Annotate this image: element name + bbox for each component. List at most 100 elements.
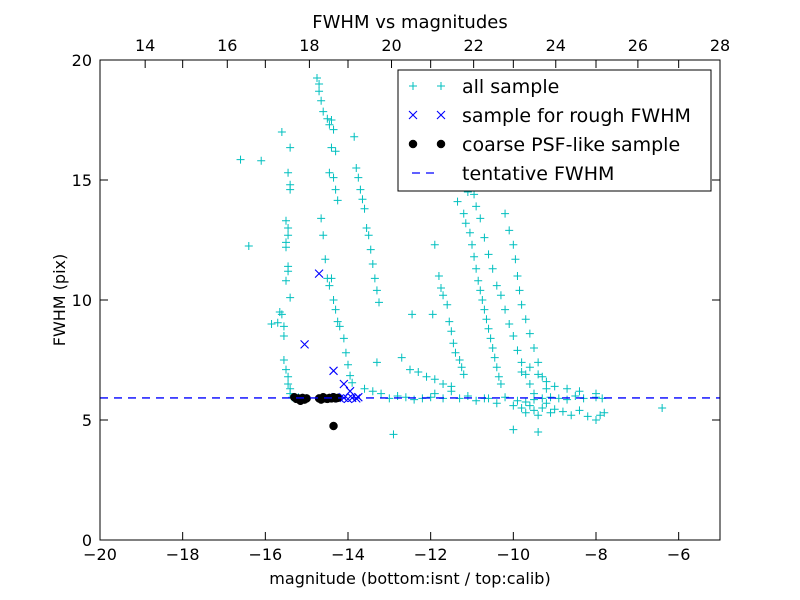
y-axis-label: FWHM (pix): [50, 254, 69, 347]
data-point: [300, 340, 309, 349]
data-point: [525, 401, 534, 410]
data-point: [439, 291, 448, 300]
data-point: [360, 204, 369, 213]
data-point: [468, 240, 476, 249]
top-x-tick-label: 22: [463, 36, 483, 55]
data-point: [447, 382, 456, 391]
data-point: [372, 358, 381, 367]
data-point: [513, 396, 522, 405]
data-point: [279, 332, 288, 340]
data-point: [331, 305, 340, 314]
data-point: [314, 269, 324, 278]
data-point: [600, 408, 609, 417]
data-point: [542, 399, 551, 408]
data-point: [476, 286, 485, 295]
data-point: [461, 219, 470, 228]
data-point: [327, 274, 336, 283]
data-point: [277, 128, 286, 136]
data-point: [348, 378, 357, 387]
x-tick-label: −14: [331, 545, 365, 564]
data-point: [494, 372, 503, 381]
data-point: [282, 243, 290, 252]
data-point: [370, 274, 379, 283]
data-point: [434, 272, 443, 280]
data-point: [422, 372, 431, 381]
top-x-tick-label: 20: [381, 36, 401, 55]
data-point: [284, 380, 293, 388]
data-marks: [236, 74, 667, 439]
data-point: [521, 408, 530, 417]
data-point: [484, 324, 493, 333]
legend-entry: all sample: [409, 76, 559, 98]
data-point: [346, 371, 355, 380]
data-point: [377, 389, 386, 398]
data-point: [501, 209, 510, 218]
data-point: [490, 353, 499, 362]
data-point: [583, 412, 592, 421]
top-x-tick-label: 24: [546, 36, 566, 55]
data-point: [563, 384, 572, 393]
data-point: [331, 147, 340, 156]
data-point: [505, 226, 514, 235]
data-point: [319, 231, 328, 240]
top-x-tick-label: 18: [299, 36, 319, 55]
data-point: [352, 164, 361, 172]
data-point: [282, 216, 290, 225]
data-point: [439, 380, 448, 388]
data-point: [447, 327, 456, 336]
data-point: [478, 296, 487, 304]
data-point: [480, 305, 489, 314]
data-point: [279, 322, 288, 331]
legend-marker: [408, 110, 418, 120]
data-point: [509, 332, 518, 340]
data-point: [486, 334, 495, 343]
x-tick-label: −6: [667, 545, 691, 564]
data-point: [362, 224, 371, 232]
data-point: [534, 370, 543, 379]
data-point: [521, 398, 530, 406]
data-point: [517, 300, 526, 309]
data-point: [509, 425, 518, 434]
data-point: [410, 395, 419, 404]
data-point: [550, 405, 559, 414]
x-tick-label: −18: [166, 545, 200, 564]
data-point: [472, 202, 481, 211]
data-point: [284, 168, 293, 177]
data-point: [658, 404, 667, 412]
data-point: [521, 315, 530, 324]
top-x-tick-label: 26: [628, 36, 648, 55]
data-point: [366, 245, 375, 254]
data-point: [286, 293, 295, 302]
data-point: [592, 389, 600, 398]
data-point: [525, 363, 534, 372]
data-point: [329, 125, 338, 134]
data-point: [575, 387, 584, 396]
series-all-sample: [236, 74, 667, 439]
data-point: [563, 395, 572, 404]
data-point: [393, 392, 402, 400]
data-point: [273, 318, 282, 327]
data-point: [325, 120, 334, 129]
data-point: [358, 195, 367, 204]
data-point: [542, 377, 551, 386]
data-point: [534, 428, 543, 436]
data-point: [406, 365, 414, 374]
data-point: [327, 116, 336, 124]
y-tick-label: 10: [72, 291, 92, 310]
data-point: [329, 421, 338, 431]
data-point: [325, 281, 334, 290]
data-point: [344, 360, 352, 369]
legend-label: all sample: [462, 76, 559, 98]
y-tick-label: 5: [82, 411, 92, 430]
data-point: [521, 370, 530, 379]
data-point: [360, 384, 369, 393]
data-point: [339, 379, 349, 389]
data-point: [364, 231, 373, 240]
axis-ticks: −20 −18 −16 −14 −12 −10 −8 −6 0 5 10 15 20 14 16 18 20 22…: [72, 36, 731, 564]
data-point: [329, 296, 338, 304]
x-tick-label: −16: [248, 545, 282, 564]
data-point: [277, 310, 286, 319]
legend-box: [397, 69, 712, 192]
data-point: [372, 286, 381, 295]
data-point: [368, 387, 377, 396]
